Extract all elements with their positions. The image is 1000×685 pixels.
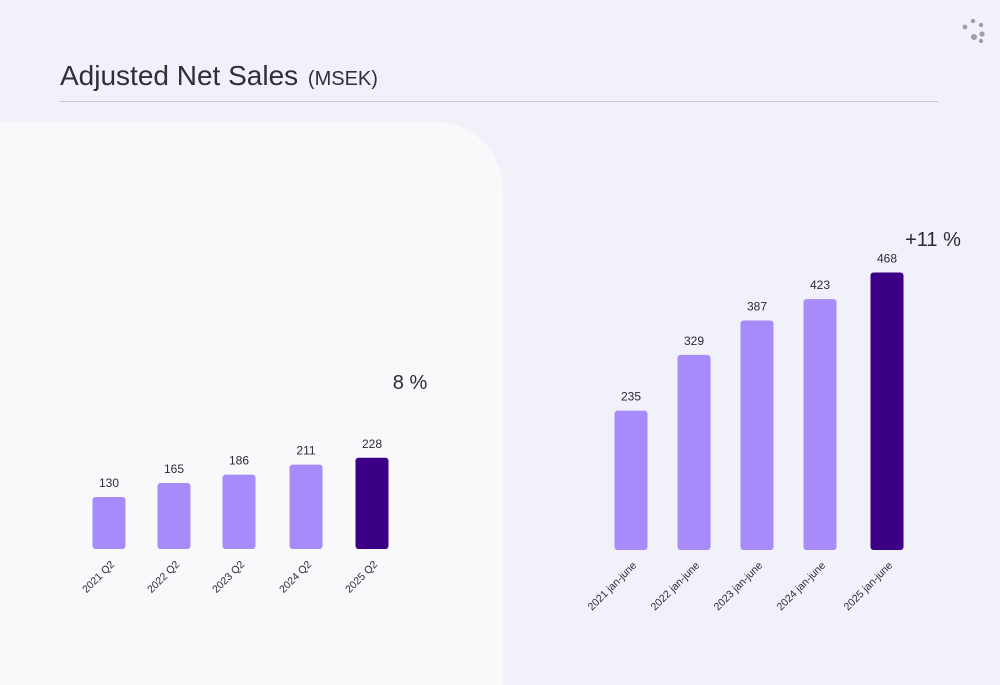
data-label: 235 bbox=[621, 390, 641, 404]
bar bbox=[157, 483, 191, 549]
left-panel-background bbox=[0, 122, 503, 685]
bar bbox=[740, 320, 774, 550]
x-tick-label: 2024 jan-june bbox=[775, 560, 829, 614]
data-label: 130 bbox=[99, 476, 119, 490]
growth-annotation: +11 % bbox=[905, 229, 961, 251]
data-label: 211 bbox=[296, 444, 315, 458]
growth-annotation: 8 % bbox=[393, 372, 428, 394]
data-label: 165 bbox=[164, 462, 184, 476]
bar bbox=[870, 272, 904, 550]
chart-2: 235 2021 jan-june 329 2022 jan-june 387 2023 … bbox=[586, 229, 961, 613]
data-label: 228 bbox=[362, 437, 382, 451]
bar bbox=[222, 474, 256, 549]
bar bbox=[803, 299, 837, 550]
x-tick-label: 2022 Q2 bbox=[145, 559, 182, 596]
bar bbox=[677, 354, 711, 550]
data-label: 186 bbox=[229, 454, 249, 468]
chart-1: 130 2021 Q2 165 2022 Q2 186 2023 Q2 211 2024 Q2… bbox=[80, 372, 427, 596]
data-label: 387 bbox=[747, 300, 767, 314]
title-divider bbox=[60, 101, 938, 102]
x-tick-label: 2025 Q2 bbox=[343, 559, 380, 596]
page-title: Adjusted Net Sales (MSEK) bbox=[60, 60, 378, 92]
title-text: Adjusted Net Sales bbox=[60, 60, 299, 91]
data-label: 423 bbox=[810, 278, 830, 292]
bar bbox=[614, 410, 648, 550]
x-tick-label: 2022 jan-june bbox=[649, 560, 703, 614]
bar bbox=[92, 497, 126, 549]
x-tick-label: 2025 jan-june bbox=[842, 560, 896, 614]
data-label: 329 bbox=[684, 334, 704, 348]
x-tick-label: 2023 jan-june bbox=[712, 560, 766, 614]
title-unit: (MSEK) bbox=[307, 68, 378, 90]
data-label: 468 bbox=[877, 251, 897, 265]
dots-logo-icon bbox=[962, 18, 985, 44]
bar bbox=[289, 464, 323, 549]
x-tick-label: 2024 Q2 bbox=[277, 559, 314, 596]
x-tick-label: 2021 Q2 bbox=[80, 559, 117, 596]
x-tick-label: 2023 Q2 bbox=[210, 559, 247, 596]
x-tick-label: 2021 jan-june bbox=[586, 560, 640, 614]
bar bbox=[355, 457, 389, 549]
